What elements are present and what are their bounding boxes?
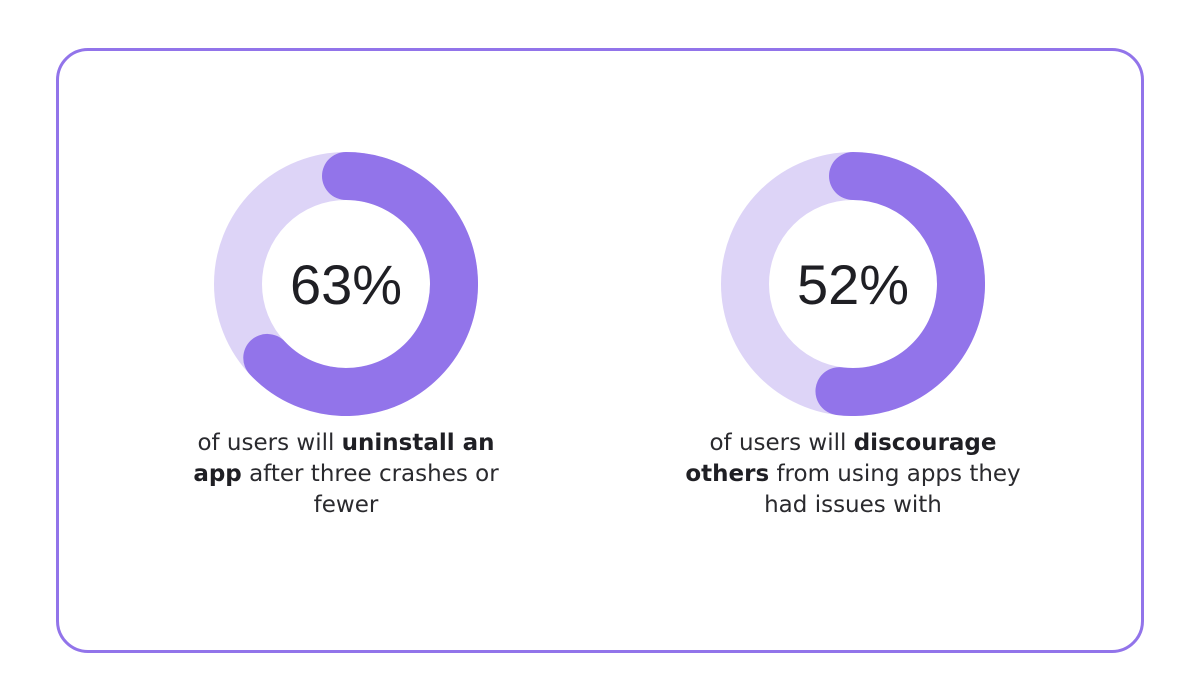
donut-arc-value [243,152,478,416]
caption-text: after three crashes or fewer [241,461,499,518]
caption-text: from using apps they had issues with [764,461,1021,518]
caption-emphasis: discourage others [685,430,997,487]
stat-discourage: 52% of users will discourage others from… [663,152,1043,521]
donut-arc-value [815,152,985,416]
stat-caption: of users will uninstall an app after thr… [176,428,516,521]
caption-text: of users will [197,430,342,456]
caption-emphasis: uninstall an app [193,430,495,487]
stat-uninstall: 63% of users will uninstall an app after… [156,152,536,521]
caption-text: of users will [709,430,854,456]
donut-value-label: 52% [797,253,909,316]
donut-value-label: 63% [290,253,402,316]
donut-chart-discourage: 52% [721,152,985,416]
donut-chart-uninstall: 63% [214,152,478,416]
stat-caption: of users will discourage others from usi… [683,428,1023,521]
